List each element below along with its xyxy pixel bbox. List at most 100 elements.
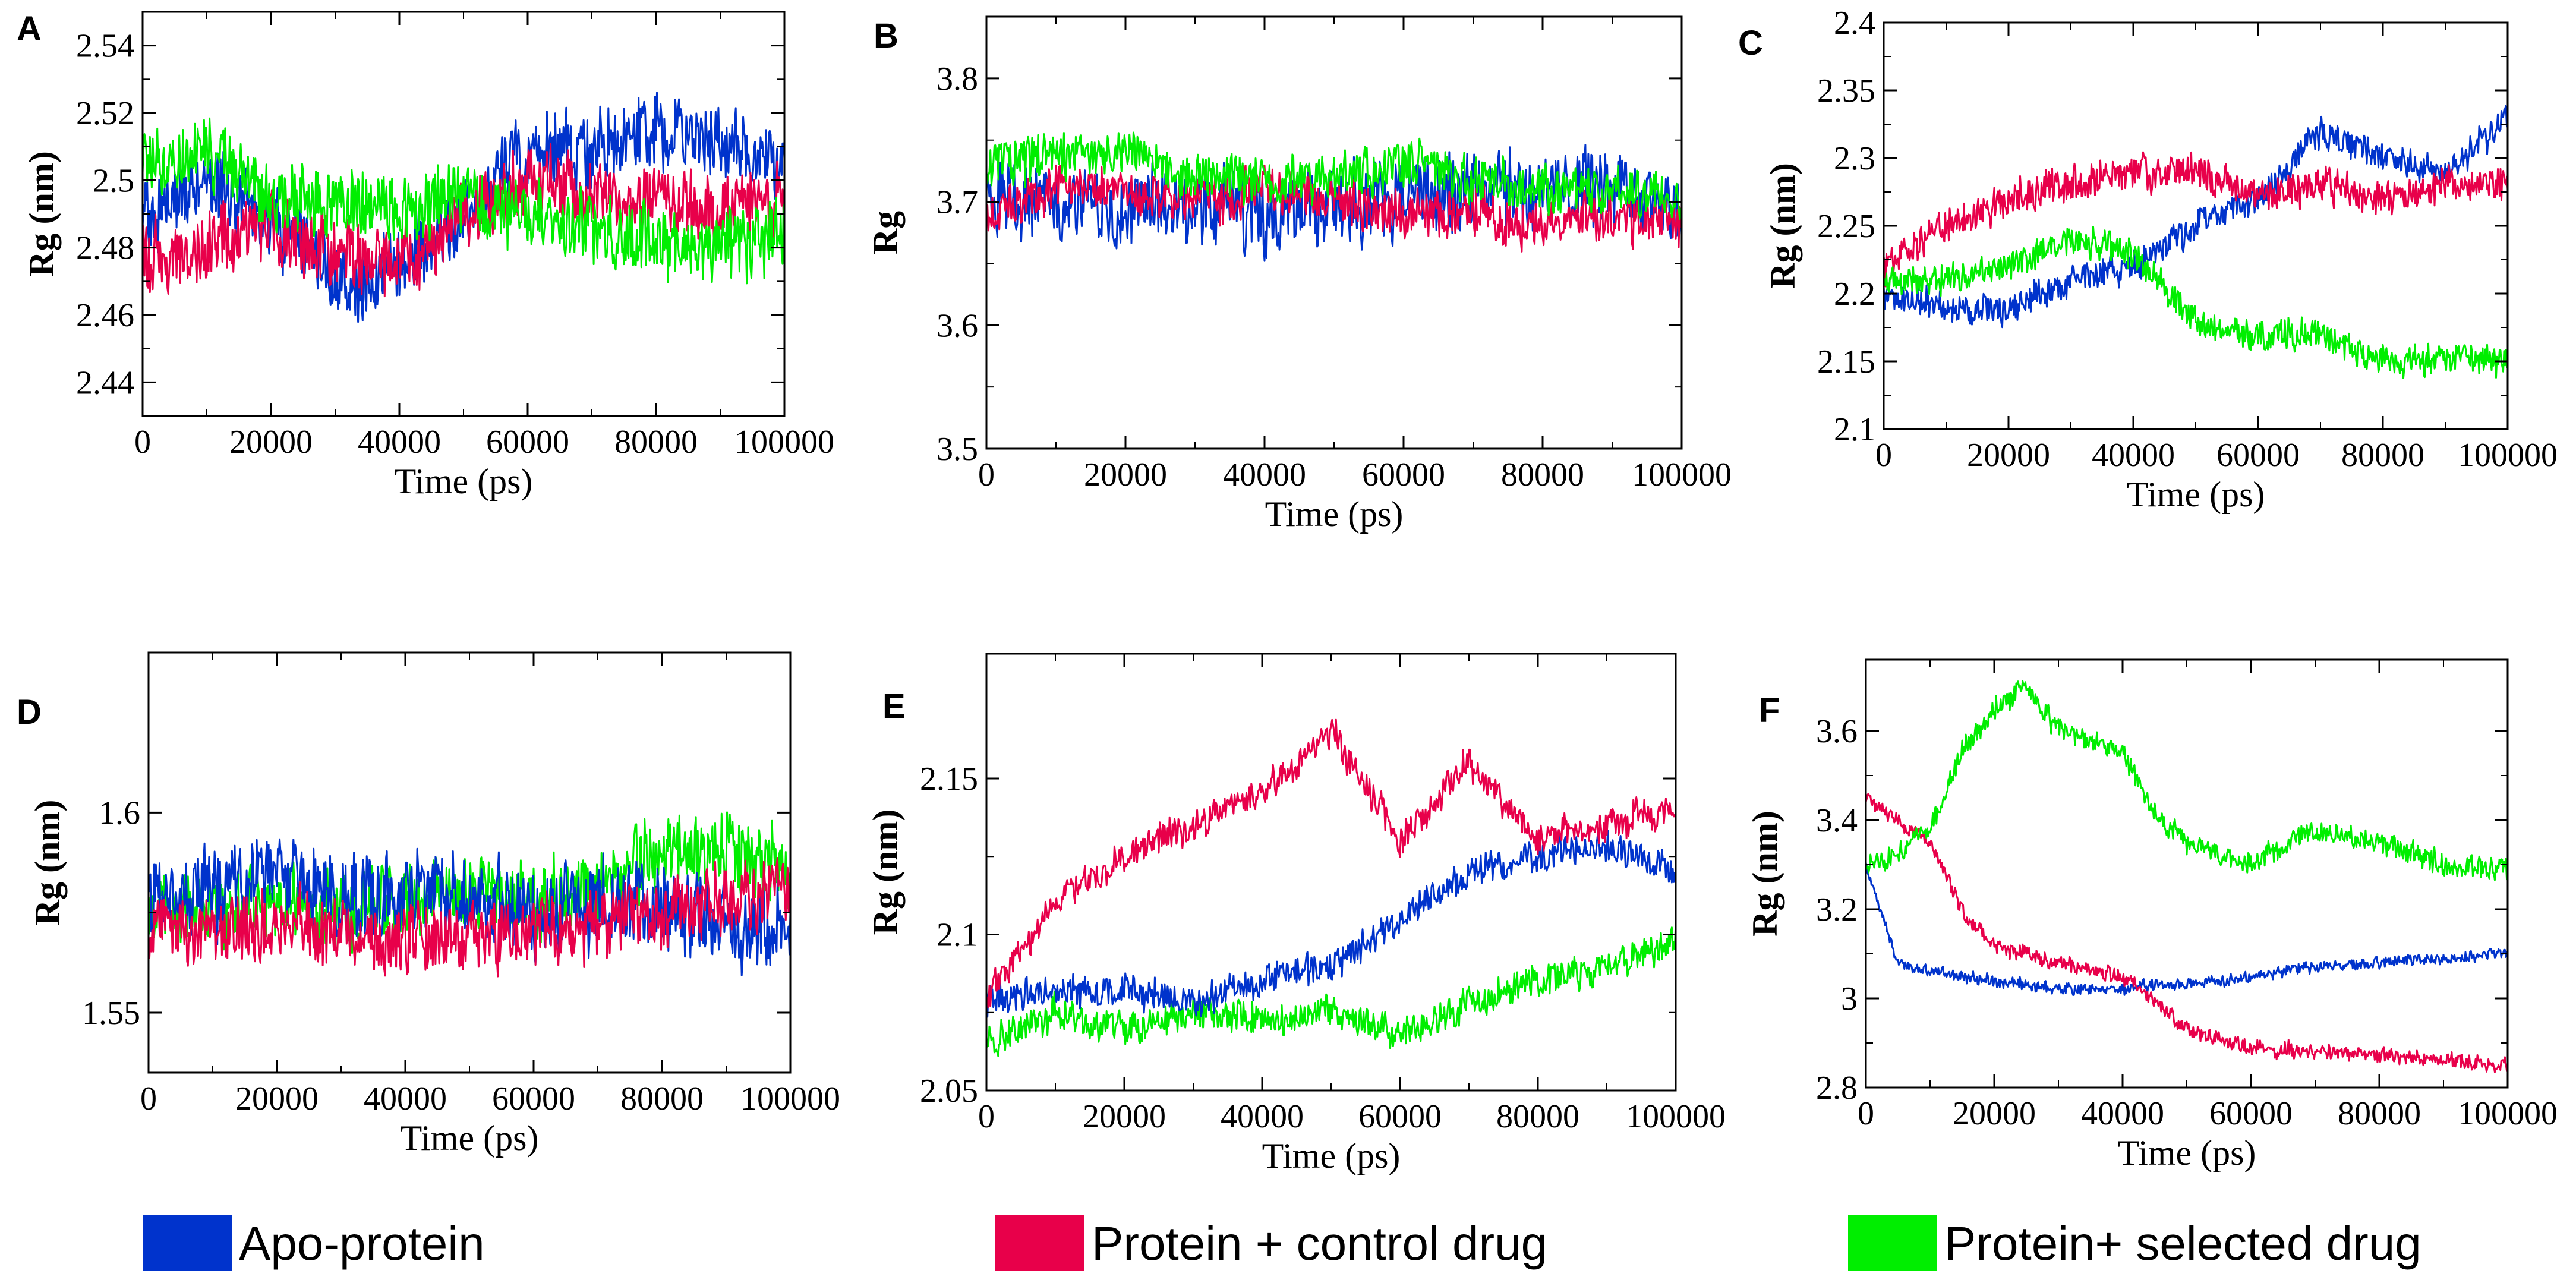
y-tick-label-c: 2.3 — [1834, 140, 1875, 177]
y-axis-label-d: Rg (nm) — [28, 800, 67, 926]
x-tick-label-b: 40000 — [1223, 456, 1306, 493]
y-tick-label-b: 3.5 — [937, 431, 978, 468]
series-line-d-protein-control-drug — [149, 857, 790, 978]
y-tick-label-a: 2.48 — [76, 230, 134, 267]
x-tick-label-a: 0 — [134, 424, 151, 461]
legend-swatch-apo — [143, 1215, 232, 1271]
x-tick-label-e: 80000 — [1496, 1098, 1579, 1135]
y-tick-label-a: 2.52 — [76, 95, 134, 132]
x-tick-label-e: 20000 — [1083, 1098, 1166, 1135]
series-group-d — [149, 811, 790, 978]
y-tick-label-c: 2.1 — [1834, 411, 1875, 448]
series-line-b-protein-selected-drug — [986, 131, 1682, 220]
y-tick-label-a: 2.54 — [76, 28, 134, 65]
y-tick-label-b: 3.6 — [937, 307, 978, 344]
x-tick-label-b: 100000 — [1632, 456, 1732, 493]
legend-label-apo: Apo-protein — [239, 1217, 485, 1270]
series-line-d-apo-protein — [149, 838, 790, 976]
x-tick-label-c: 40000 — [2092, 437, 2175, 474]
y-tick-label-c: 2.15 — [1817, 343, 1875, 380]
chart-figure: A0 20000 40000 60000 80000 1000002.442.462.48… — [17, 5, 2558, 1175]
x-tick-label-f: 0 — [1858, 1095, 1874, 1132]
series-line-f-apo-protein — [1866, 862, 2508, 996]
y-tick-label-e: 2.05 — [920, 1073, 978, 1110]
x-axis-label-c: Time (ps) — [2127, 475, 2265, 514]
x-tick-label-b: 0 — [978, 456, 995, 493]
x-tick-label-c: 60000 — [2216, 437, 2300, 474]
x-tick-label-d: 40000 — [364, 1080, 447, 1117]
x-tick-label-c: 0 — [1875, 437, 1892, 474]
x-tick-label-e: 0 — [978, 1098, 995, 1135]
series-line-c-protein-selected-drug — [1884, 226, 2508, 379]
series-group-f — [1866, 680, 2508, 1073]
y-tick-label-b: 3.8 — [937, 61, 978, 97]
series-line-f-protein-control-drug — [1866, 793, 2508, 1073]
series-line-e-protein-selected-drug — [986, 921, 1676, 1057]
y-tick-label-a: 2.5 — [93, 162, 134, 199]
y-axis-label-a: Rg (nm) — [22, 151, 61, 277]
x-tick-label-a: 100000 — [734, 424, 834, 461]
x-tick-label-b: 80000 — [1501, 456, 1584, 493]
x-axis-label-a: Time (ps) — [395, 462, 533, 501]
series-group-c — [1884, 105, 2508, 379]
y-tick-label-a: 2.46 — [76, 297, 134, 334]
legend-swatch-control-drug — [995, 1215, 1084, 1271]
y-tick-label-d: 1.55 — [82, 995, 140, 1032]
y-tick-label-f: 3.4 — [1816, 802, 1858, 839]
series-line-b-apo-protein — [986, 144, 1682, 262]
y-tick-label-b: 3.7 — [937, 184, 978, 221]
y-tick-label-a: 2.44 — [76, 364, 134, 401]
x-tick-label-d: 20000 — [235, 1080, 319, 1117]
legend-swatch-selected-drug — [1848, 1215, 1937, 1271]
y-tick-label-d: 1.6 — [99, 795, 140, 831]
x-tick-label-b: 60000 — [1362, 456, 1445, 493]
x-tick-label-f: 60000 — [2209, 1095, 2293, 1132]
legend-label-selected-drug: Protein+ selected drug — [1944, 1217, 2421, 1270]
panel-label-d: D — [17, 693, 42, 732]
plot-frame-b — [985, 15, 1683, 450]
chart-panel-d: D 0 20000 40000 60000 80000 100000 1.55 1.6 Time … — [17, 651, 840, 1158]
x-tick-label-f: 40000 — [2081, 1095, 2164, 1132]
x-axis-label-f: Time (ps) — [2118, 1133, 2256, 1172]
chart-panel-c: C 0 20000 40000 60000 80000 100000 2.1 2.15 2.2 2.… — [1738, 5, 2558, 514]
y-tick-label-c: 2.4 — [1834, 5, 1875, 42]
y-axis-label-e: Rg (nm) — [866, 809, 905, 935]
x-tick-label-a: 60000 — [486, 424, 569, 461]
panel-label-c: C — [1738, 24, 1763, 62]
x-tick-label-a: 80000 — [614, 424, 698, 461]
x-tick-label-f: 100000 — [2458, 1095, 2558, 1132]
x-tick-label-d: 60000 — [492, 1080, 575, 1117]
x-tick-label-e: 60000 — [1358, 1098, 1442, 1135]
panel-label-e: E — [882, 687, 906, 726]
series-group-a — [143, 92, 784, 323]
series-line-c-protein-control-drug — [1884, 151, 2508, 288]
chart-panel-f: F 0 20000 40000 60000 80000 100000 2.8 3 3.2 3.4 3.… — [1745, 658, 2558, 1172]
x-tick-label-d: 100000 — [740, 1080, 840, 1117]
chart-panel-e: E 0 20000 40000 60000 80000 100000 2.05 2.1 2.15 T… — [866, 653, 1726, 1175]
chart-panel-a: A 0 20000 40000 60000 80000 100000 2.44 2.46 2.48… — [17, 10, 834, 501]
series-group-b — [986, 131, 1682, 262]
y-tick-label-e: 2.1 — [937, 917, 978, 954]
series-line-e-apo-protein — [986, 830, 1676, 1018]
series-line-c-apo-protein — [1884, 105, 2508, 329]
y-tick-label-e: 2.15 — [920, 761, 978, 798]
x-tick-label-f: 20000 — [1953, 1095, 2036, 1132]
x-tick-label-e: 40000 — [1221, 1098, 1304, 1135]
panel-label-f: F — [1759, 691, 1780, 730]
series-line-b-protein-control-drug — [986, 164, 1682, 253]
y-tick-label-c: 2.35 — [1817, 73, 1875, 109]
x-tick-label-f: 80000 — [2338, 1095, 2421, 1132]
x-tick-label-a: 20000 — [229, 424, 313, 461]
y-axis-label-f: Rg (nm) — [1745, 811, 1784, 937]
x-axis-label-e: Time (ps) — [1262, 1136, 1401, 1175]
figure-legend: Apo-protein Protein + control drug Prote… — [0, 1200, 2576, 1272]
y-tick-label-f: 2.8 — [1816, 1070, 1858, 1107]
x-tick-label-d: 80000 — [620, 1080, 704, 1117]
x-tick-label-e: 100000 — [1626, 1098, 1726, 1135]
chart-panel-b: B 0 20000 40000 60000 80000 100000 3.5 3.6 3.7 3.8… — [866, 15, 1732, 534]
panel-label-a: A — [17, 10, 42, 48]
y-axis-label-b: Rg — [866, 211, 905, 254]
series-line-e-protein-control-drug — [986, 718, 1676, 1008]
y-tick-label-f: 3.6 — [1816, 713, 1858, 750]
